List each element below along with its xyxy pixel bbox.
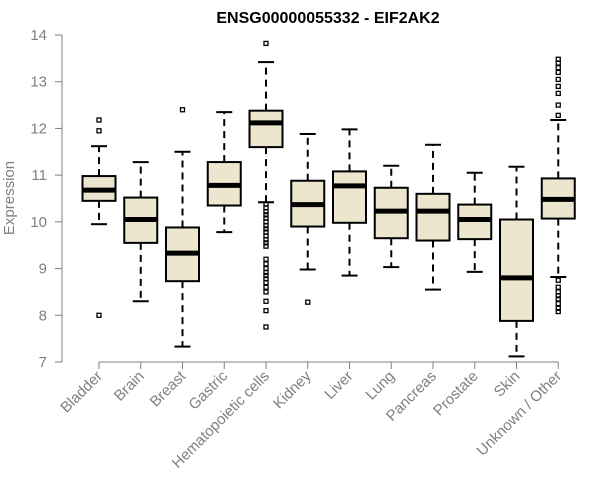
outlier-point xyxy=(263,256,269,262)
outlier-point xyxy=(263,261,269,267)
y-tick-label: 12 xyxy=(30,120,47,137)
box-breast xyxy=(165,107,200,348)
box-brain xyxy=(123,161,159,303)
outlier-point xyxy=(555,300,561,307)
outlier-point xyxy=(263,272,269,279)
y-tick-label: 9 xyxy=(39,261,47,278)
outlier-point xyxy=(555,102,561,108)
outlier-point xyxy=(555,308,561,315)
y-tick-label: 10 xyxy=(30,214,47,231)
outlier-point xyxy=(263,324,269,330)
outlier-point xyxy=(263,212,269,218)
y-tick-label: 11 xyxy=(31,167,47,184)
outlier-point xyxy=(263,269,269,275)
box-liver xyxy=(332,128,367,277)
y-axis-title: Expression xyxy=(1,161,18,235)
outlier-point xyxy=(555,277,561,283)
outlier-point xyxy=(263,279,269,286)
outlier-point xyxy=(555,296,561,302)
x-tick-label: Breast xyxy=(147,367,190,410)
outlier-point xyxy=(96,128,102,134)
outlier-point xyxy=(179,107,186,113)
y-axis: 7 8 9 10 11 12 13 14 xyxy=(30,27,63,371)
outlier-point xyxy=(263,298,269,304)
outlier-point xyxy=(555,305,561,311)
outlier-point xyxy=(263,208,269,215)
y-tick-label: 7 xyxy=(39,354,47,371)
outlier-point xyxy=(263,226,269,232)
outlier-point xyxy=(555,65,561,71)
outlier-point xyxy=(555,69,561,76)
outlier-point xyxy=(263,307,269,314)
outlier-point xyxy=(263,240,269,246)
outlier-point xyxy=(555,284,561,290)
outlier-point xyxy=(96,117,102,123)
chart-title: ENSG00000055332 - EIF2AK2 xyxy=(216,10,439,27)
iqr-box xyxy=(332,170,367,224)
x-tick-label: Kidney xyxy=(270,367,315,412)
box-pancreas xyxy=(415,143,451,291)
outlier-point xyxy=(305,299,311,305)
outlier-point xyxy=(263,284,269,290)
boxes-layer xyxy=(81,40,576,358)
iqr-box xyxy=(499,218,534,322)
x-tick-label: Prostate xyxy=(430,368,482,420)
x-tick-label: Liver xyxy=(321,368,356,403)
outlier-point xyxy=(263,236,269,243)
outlier-point xyxy=(555,60,561,66)
outlier-point xyxy=(555,112,561,118)
outlier-point xyxy=(555,293,561,299)
y-tick-label: 14 xyxy=(30,27,47,44)
outlier-point xyxy=(555,83,561,90)
box-kidney xyxy=(290,133,326,305)
box-skin xyxy=(499,165,534,358)
iqr-box xyxy=(248,109,284,149)
outlier-point xyxy=(555,76,561,83)
box-hematopoietic-cells xyxy=(248,40,284,330)
x-tick-label: Lung xyxy=(362,368,398,404)
box-unknown-other xyxy=(540,56,576,315)
box-prostate xyxy=(457,171,493,273)
box-bladder xyxy=(81,117,117,318)
outlier-point xyxy=(96,312,102,318)
outlier-point xyxy=(263,243,269,249)
x-tick-label: Bladder xyxy=(57,368,106,417)
outlier-point xyxy=(555,90,561,97)
x-tick-label: Skin xyxy=(491,368,524,401)
box-lung xyxy=(373,164,409,269)
iqr-box xyxy=(415,192,451,242)
outlier-point xyxy=(263,289,269,295)
x-tick-label: Brain xyxy=(111,368,148,405)
y-tick-label: 13 xyxy=(30,74,47,91)
outlier-point xyxy=(263,40,269,47)
y-tick-label: 8 xyxy=(39,307,47,324)
outlier-point xyxy=(263,222,269,229)
box-gastric xyxy=(206,111,242,234)
